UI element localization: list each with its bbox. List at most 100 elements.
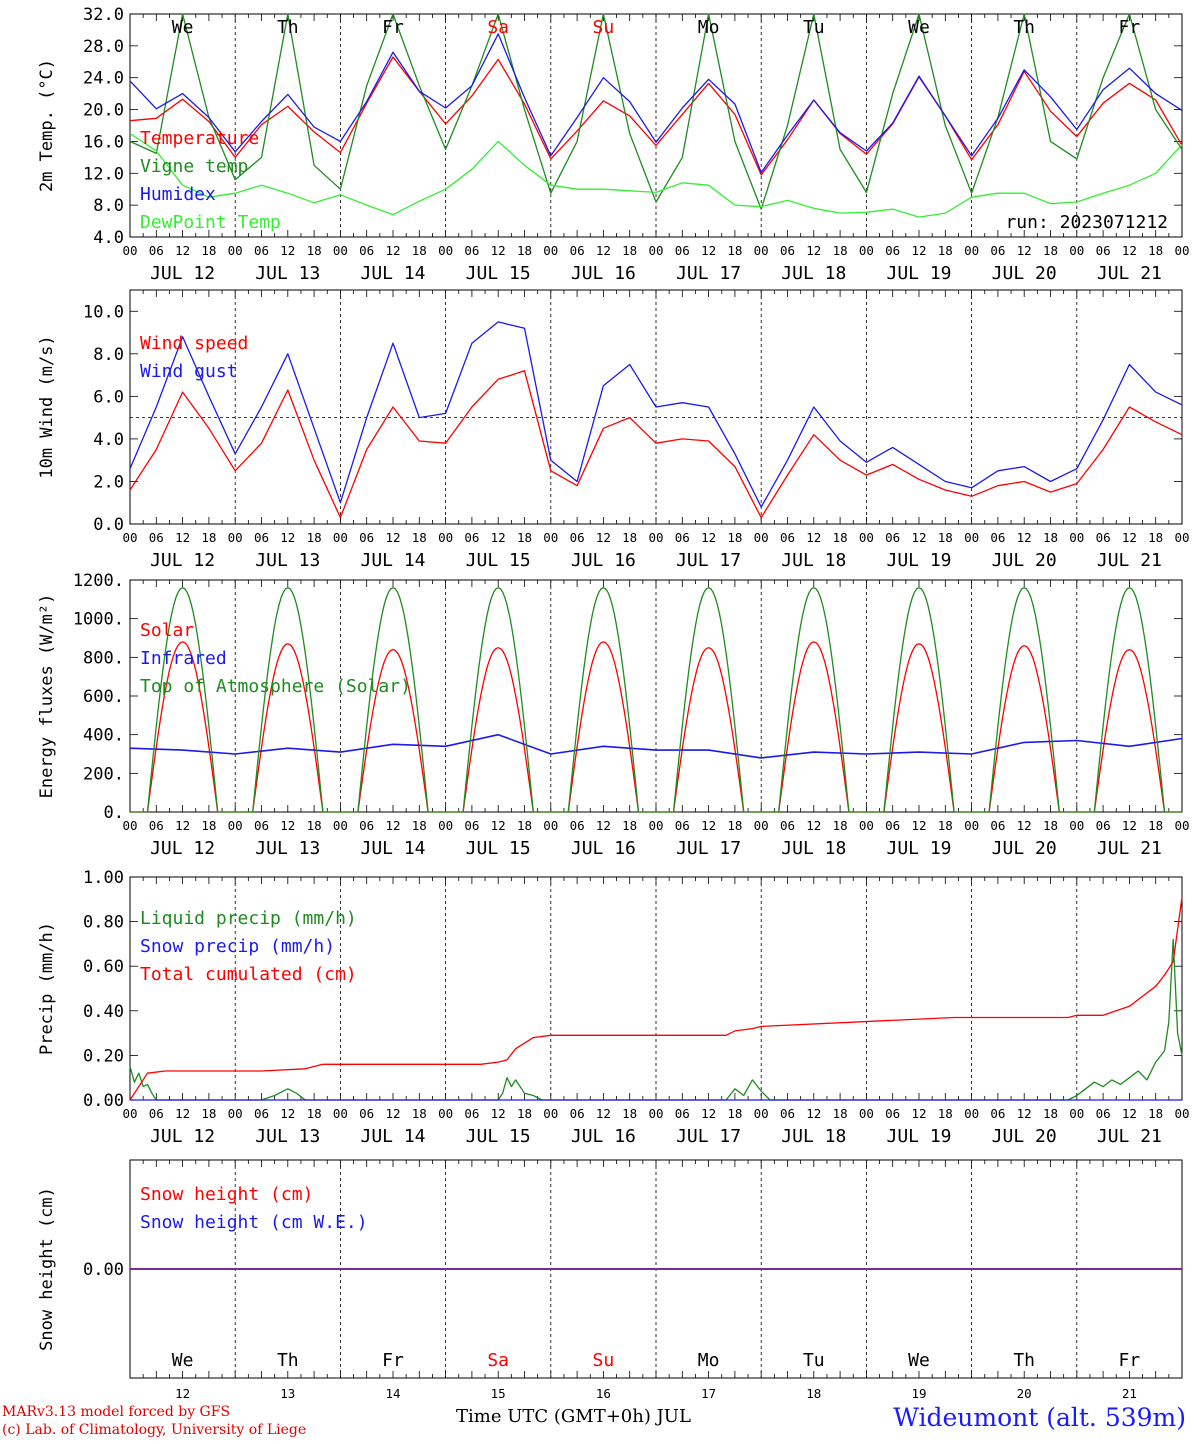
x-hour-label: 18 — [517, 243, 532, 258]
x-day-label: JUL 15 — [466, 1126, 531, 1147]
y-tick-label: 0.80 — [83, 913, 124, 933]
x-hour-label: 00 — [333, 1106, 348, 1121]
x-hour-label: 06 — [675, 818, 690, 833]
x-hour-label: 00 — [754, 530, 769, 545]
y-tick-label: 4.0 — [93, 228, 124, 248]
legend-entry: Temperature — [140, 128, 259, 149]
x-day-label: JUL 19 — [886, 1126, 951, 1147]
x-hour-label: 12 — [385, 818, 400, 833]
x-hour-label: 12 — [491, 243, 506, 258]
x-hour-label: 06 — [780, 530, 795, 545]
x-hour-label: 18 — [1148, 530, 1163, 545]
x-hour-label: 00 — [543, 530, 558, 545]
x-hour-label: 00 — [543, 818, 558, 833]
legend-entry: Snow height (cm) — [140, 1184, 313, 1205]
x-hour-label: 18 — [622, 1106, 637, 1121]
x-hour-label: 12 — [491, 530, 506, 545]
x-hour-label: 18 — [727, 530, 742, 545]
x-hour-label: 00 — [228, 818, 243, 833]
x-hour-label: 12 — [1017, 530, 1032, 545]
x-day-label: JUL 14 — [360, 263, 425, 284]
day-number: 19 — [911, 1386, 926, 1401]
x-hour-label: 12 — [491, 818, 506, 833]
x-hour-label: 00 — [438, 1106, 453, 1121]
x-hour-label: 06 — [780, 1106, 795, 1121]
x-hour-label: 00 — [1069, 530, 1084, 545]
x-hour-label: 00 — [964, 530, 979, 545]
x-hour-label: 18 — [412, 243, 427, 258]
model-credit-line1: MARv3.13 model forced by GFS — [2, 1403, 306, 1421]
x-hour-label: 06 — [570, 243, 585, 258]
x-hour-label: 12 — [596, 243, 611, 258]
x-hour-label: 12 — [1017, 243, 1032, 258]
y-tick-label: 400. — [83, 726, 124, 746]
x-day-label: JUL 15 — [466, 838, 531, 859]
day-name: Th — [277, 1350, 299, 1371]
x-hour-label: 06 — [359, 530, 374, 545]
x-day-label: JUL 15 — [466, 550, 531, 571]
x-hour-label: 12 — [491, 1106, 506, 1121]
y-tick-label: 10.0 — [83, 302, 124, 322]
x-hour-label: 00 — [122, 243, 137, 258]
x-axis-title: Time UTC (GMT+0h) JUL — [456, 1406, 691, 1427]
x-hour-label: 06 — [464, 243, 479, 258]
x-hour-label: 12 — [911, 818, 926, 833]
x-hour-label: 18 — [412, 530, 427, 545]
x-hour-label: 18 — [833, 530, 848, 545]
x-hour-label: 06 — [885, 530, 900, 545]
x-day-label: JUL 21 — [1097, 263, 1162, 284]
y-tick-label: 1000. — [73, 610, 124, 630]
x-hour-label: 00 — [859, 243, 874, 258]
x-hour-label: 18 — [727, 243, 742, 258]
y-tick-label: 8.0 — [93, 345, 124, 365]
x-hour-label: 00 — [859, 530, 874, 545]
x-hour-label: 12 — [1122, 243, 1137, 258]
x-day-label: JUL 18 — [781, 1126, 846, 1147]
x-hour-label: 18 — [201, 1106, 216, 1121]
x-hour-label: 00 — [1069, 818, 1084, 833]
x-day-label: JUL 19 — [886, 550, 951, 571]
x-hour-label: 00 — [438, 818, 453, 833]
x-hour-label: 12 — [280, 530, 295, 545]
y-tick-label: 0.40 — [83, 1002, 124, 1022]
x-hour-label: 12 — [385, 530, 400, 545]
x-hour-label: 18 — [1148, 818, 1163, 833]
day-name: Mo — [698, 1350, 720, 1371]
y-tick-label: 6.0 — [93, 387, 124, 407]
day-name: Fr — [382, 17, 404, 38]
x-hour-label: 00 — [754, 1106, 769, 1121]
x-hour-label: 06 — [570, 818, 585, 833]
model-credit-line2: (c) Lab. of Climatology, University of L… — [2, 1421, 306, 1439]
x-day-label: JUL 13 — [255, 550, 320, 571]
x-day-label: JUL 12 — [150, 263, 215, 284]
x-hour-label: 12 — [385, 1106, 400, 1121]
day-name: Sa — [487, 1350, 509, 1371]
x-hour-label: 06 — [1096, 1106, 1111, 1121]
y-tick-label: 0.00 — [83, 1260, 124, 1280]
x-hour-label: 18 — [833, 818, 848, 833]
legend-entry: Wind gust — [140, 361, 238, 382]
day-name: Su — [593, 1350, 615, 1371]
y-tick-label: 0.00 — [83, 1091, 124, 1111]
x-hour-label: 18 — [1043, 530, 1058, 545]
x-hour-label: 18 — [833, 1106, 848, 1121]
day-name: Fr — [382, 1350, 404, 1371]
x-day-label: JUL 19 — [886, 263, 951, 284]
day-name: We — [908, 17, 930, 38]
x-day-label: JUL 17 — [676, 550, 741, 571]
run-annotation: run: 2023071212 — [1005, 212, 1168, 233]
x-hour-label: 06 — [675, 530, 690, 545]
x-hour-label: 00 — [122, 530, 137, 545]
panel-frame — [130, 14, 1182, 237]
x-hour-label: 18 — [727, 1106, 742, 1121]
y-axis-label: Precip (mm/h) — [37, 922, 57, 1055]
x-hour-label: 00 — [333, 530, 348, 545]
day-number: 17 — [701, 1386, 716, 1401]
x-hour-label: 00 — [438, 530, 453, 545]
x-hour-label: 12 — [280, 243, 295, 258]
x-hour-label: 00 — [122, 1106, 137, 1121]
x-hour-label: 00 — [648, 243, 663, 258]
day-number: 20 — [1017, 1386, 1032, 1401]
x-hour-label: 18 — [412, 818, 427, 833]
